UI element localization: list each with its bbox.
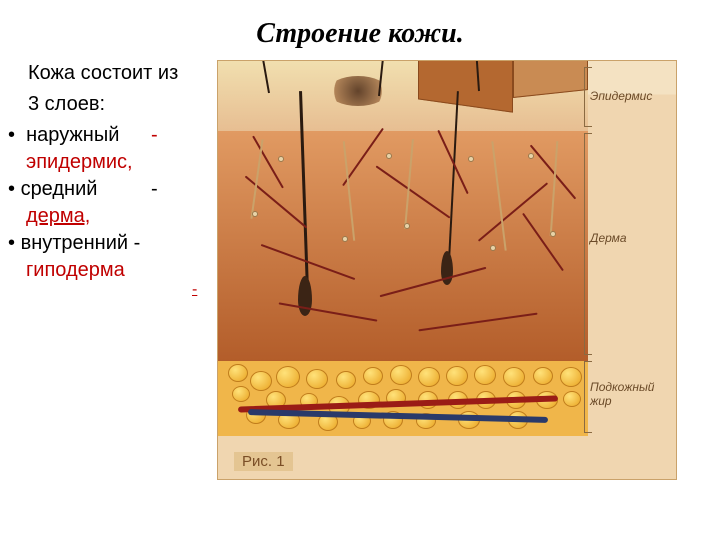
stray-dash: -: [192, 281, 197, 299]
page-title: Строение кожи.: [0, 18, 720, 50]
bullet-1-pre: наружный: [26, 124, 119, 146]
bullet-1-term: эпидермис,: [26, 149, 215, 176]
skin-diagram: Эпидермис Дерма Подкожный жир Рис. 1: [217, 60, 677, 480]
bullet-2-pre: средний: [21, 178, 98, 200]
text-column: Кожа состоит из 3 слоев: • наружный - эп…: [0, 60, 215, 480]
layer-dermis: [218, 131, 588, 361]
bullet-2-term: дерма,: [26, 203, 215, 230]
label-fat: Подкожный жир: [590, 381, 670, 409]
bullet-1: • наружный -: [8, 122, 215, 149]
bullet-3-term: гиподерма: [26, 257, 215, 284]
intro-line-1: Кожа состоит из: [28, 60, 215, 87]
label-dermis: Дерма: [590, 231, 670, 245]
bullet-1-dash: -: [151, 124, 158, 146]
figure-caption: Рис. 1: [234, 452, 293, 471]
bullet-3-pre: внутренний -: [21, 232, 141, 254]
bullet-3: • внутренний -: [8, 230, 215, 257]
content-row: Кожа состоит из 3 слоев: • наружный - эп…: [0, 60, 720, 480]
label-epidermis: Эпидермис: [590, 89, 670, 103]
intro-line-2: 3 слоев:: [28, 91, 215, 118]
bullet-2-dash: -: [151, 178, 158, 200]
bullet-2: • средний -: [8, 176, 215, 203]
